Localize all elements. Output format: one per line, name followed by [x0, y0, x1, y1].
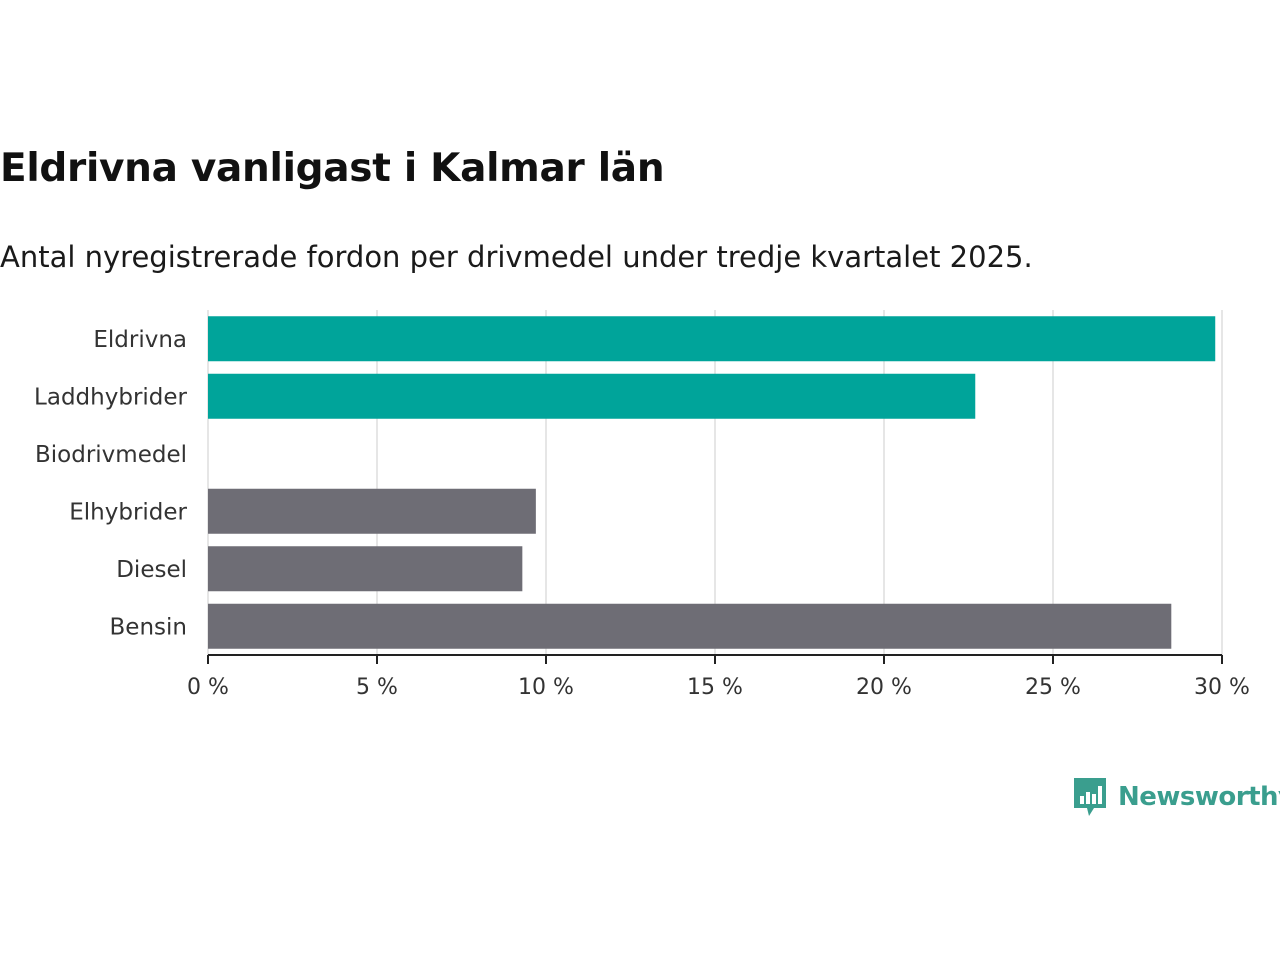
newsworthy-logo: Newsworthy — [1072, 776, 1280, 818]
x-tick-label-0: 0 % — [187, 675, 229, 700]
category-label-diesel: Diesel — [116, 557, 187, 583]
x-tick-label-3: 15 % — [687, 675, 743, 700]
x-tick-label-4: 20 % — [856, 675, 912, 700]
category-label-bensin: Bensin — [110, 614, 187, 640]
bar-laddhybrider — [208, 373, 976, 419]
category-label-laddhybrider: Laddhybrider — [34, 384, 187, 410]
chart-title: Eldrivna vanligast i Kalmar län — [0, 146, 665, 191]
bars — [208, 316, 1216, 649]
bar-bensin — [208, 603, 1172, 649]
bar-elhybrider — [208, 488, 536, 534]
x-tick-label-2: 10 % — [518, 675, 574, 700]
category-label-biodrivmedel: Biodrivmedel — [35, 442, 187, 468]
category-label-eldrivna: Eldrivna — [93, 327, 187, 353]
bar-eldrivna — [208, 316, 1216, 362]
x-tick-label-1: 5 % — [356, 675, 398, 700]
x-tick-label-6: 30 % — [1194, 675, 1250, 700]
brand-name: Newsworthy — [1118, 782, 1280, 812]
bar-diesel — [208, 546, 523, 592]
category-labels: Eldrivna Laddhybrider Biodrivmedel Elhybrid… — [34, 327, 187, 641]
grid-lines — [207, 310, 1223, 655]
chart-subtitle: Antal nyregistrerade fordon per drivmede… — [0, 240, 1033, 274]
bar-chart-speech-bubble-icon — [1074, 778, 1106, 816]
x-axis: 0 % 5 % 10 % 15 % 20 % 25 % 30 % — [187, 654, 1250, 700]
category-label-elhybrider: Elhybrider — [69, 499, 187, 525]
x-tick-label-5: 25 % — [1025, 675, 1081, 700]
